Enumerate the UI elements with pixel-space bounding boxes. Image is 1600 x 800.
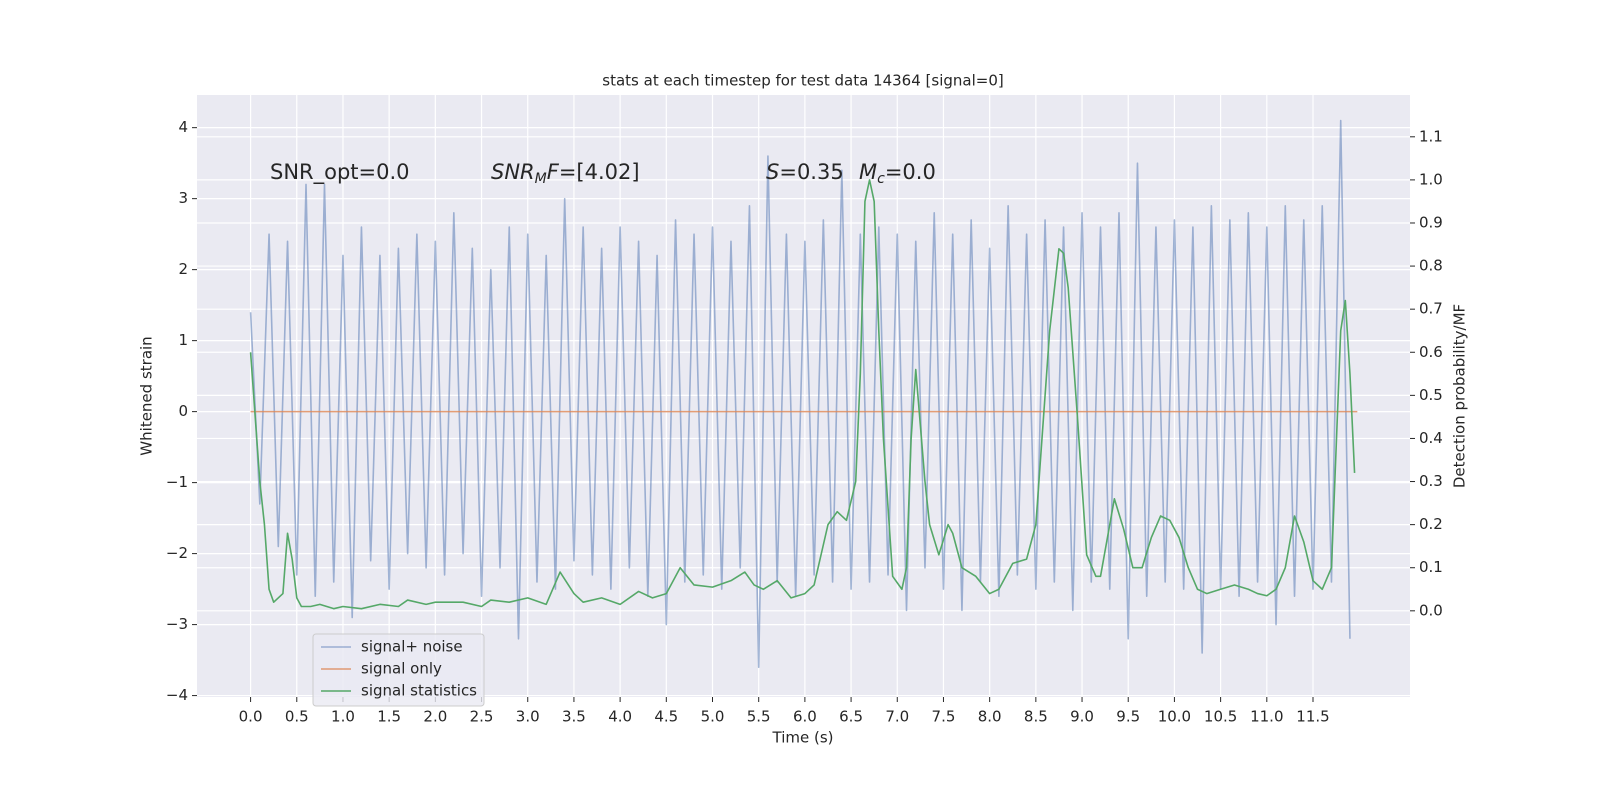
y2-tick-label: 0.5 <box>1419 386 1443 404</box>
legend-label: signal statistics <box>361 682 477 700</box>
x-tick-label: 4.0 <box>608 708 632 726</box>
annotation: S=0.35 <box>766 160 844 184</box>
x-tick-label: 7.0 <box>885 708 909 726</box>
x-tick-label: 11.0 <box>1250 708 1283 726</box>
x-tick-label: 6.5 <box>839 708 863 726</box>
x-tick-label: 7.5 <box>932 708 956 726</box>
ticks: 0.0 0.5 1.0 1.5 2.0 2.5 3.0 3.5 4.0 4.5 5.0 5.5 6.0 6… <box>166 118 1443 725</box>
y-tick-label: 0 <box>178 402 188 420</box>
series-line <box>249 179 1356 610</box>
y-tick-label: 2 <box>178 260 188 278</box>
y2-tick-label: 1.1 <box>1419 127 1443 145</box>
annotation: SNRMF=[4.02] <box>491 160 640 187</box>
annotation-part: c <box>877 171 885 187</box>
annotation-part: SNR <box>491 160 535 184</box>
annotation-part: M <box>535 171 547 187</box>
y2-tick-label: 1.0 <box>1419 170 1443 188</box>
annotation-part: S <box>766 160 779 184</box>
x-tick-label: 9.5 <box>1116 708 1140 726</box>
annotation-part: =[4.02] <box>559 160 640 184</box>
y2-tick-label: 0.2 <box>1419 515 1443 533</box>
x-tick-label: 2.5 <box>470 708 494 726</box>
legend-label: signal+ noise <box>361 638 463 656</box>
annotation-part: F <box>547 160 560 184</box>
x-tick-label: 9.0 <box>1070 708 1094 726</box>
annotation: Mc=0.0 <box>859 160 936 187</box>
y-axis-label: Whitened strain <box>138 336 156 455</box>
legend: signal+ noise signal only signal statistic… <box>312 633 485 707</box>
x-axis-label: Time (s) <box>772 729 834 747</box>
y-tick-label: −3 <box>166 615 188 633</box>
legend-box <box>312 633 485 707</box>
y2-tick-label: 0.9 <box>1419 213 1443 231</box>
legend-label: signal only <box>361 660 442 678</box>
x-tick-label: 8.5 <box>1024 708 1048 726</box>
annotation-part: =0.35 <box>779 160 843 184</box>
x-tick-label: 8.0 <box>978 708 1002 726</box>
plot-area <box>197 95 1410 697</box>
y2-tick-label: 0.4 <box>1419 429 1443 447</box>
x-tick-label: 3.0 <box>516 708 540 726</box>
x-tick-label: 5.5 <box>747 708 771 726</box>
y-tick-label: −2 <box>166 544 188 562</box>
chart-title: stats at each timestep for test data 143… <box>602 72 1003 90</box>
x-tick-label: 1.0 <box>331 708 355 726</box>
y2-tick-label: 0.3 <box>1419 472 1443 490</box>
annotation-part: SNR_opt=0.0 <box>270 160 410 185</box>
x-tick-label: 11.5 <box>1296 708 1329 726</box>
x-tick-label: 0.5 <box>285 708 309 726</box>
y-tick-label: −4 <box>166 686 188 704</box>
x-tick-label: 10.0 <box>1158 708 1191 726</box>
y-tick-label: 4 <box>178 118 188 136</box>
y2-tick-label: 0.6 <box>1419 343 1443 361</box>
x-tick-label: 10.5 <box>1204 708 1237 726</box>
annotation-part: M <box>859 160 877 184</box>
y2-tick-label: 0.7 <box>1419 300 1443 318</box>
x-tick-label: 2.0 <box>423 708 447 726</box>
y-tick-label: 1 <box>178 331 188 349</box>
y-tick-label: −1 <box>166 473 188 491</box>
x-tick-label: 4.5 <box>654 708 678 726</box>
x-tick-label: 1.5 <box>377 708 401 726</box>
annotation: SNR_opt=0.0 <box>270 160 410 185</box>
annotation-part: =0.0 <box>885 160 936 184</box>
x-tick-label: 6.0 <box>793 708 817 726</box>
x-tick-label: 3.5 <box>562 708 586 726</box>
y-tick-label: 3 <box>178 189 188 207</box>
y2-tick-label: 0.0 <box>1419 601 1443 619</box>
y2-tick-label: 0.1 <box>1419 558 1443 576</box>
x-tick-label: 0.0 <box>239 708 263 726</box>
x-tick-label: 5.0 <box>701 708 725 726</box>
y2-tick-label: 0.8 <box>1419 257 1443 275</box>
y2-axis-label: Detection probability/MF <box>1451 304 1469 488</box>
series-line <box>249 119 1351 668</box>
